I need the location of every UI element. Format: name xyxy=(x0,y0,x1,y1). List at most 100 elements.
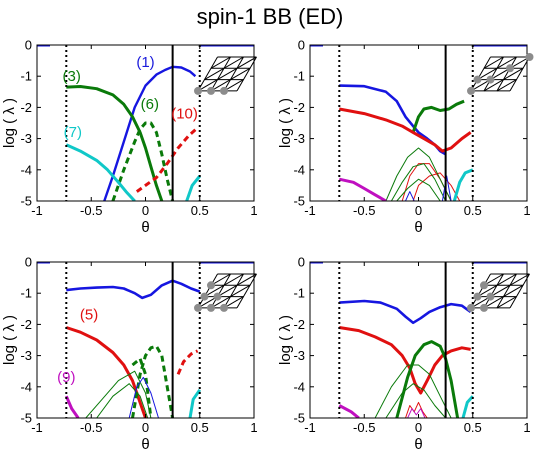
y-tick-label: -5 xyxy=(293,411,305,426)
y-tick-label: -1 xyxy=(293,286,305,301)
series-line xyxy=(396,178,441,201)
y-tick-label: -1 xyxy=(20,69,32,84)
lattice-site xyxy=(220,86,228,95)
lattice-site xyxy=(486,292,495,301)
plot-area xyxy=(37,262,254,418)
lattice-site xyxy=(207,303,215,312)
series-line xyxy=(66,85,164,201)
lattice-bond xyxy=(230,67,251,81)
plot-area xyxy=(37,45,254,201)
series-line xyxy=(65,143,136,201)
lattice-bond xyxy=(236,273,257,309)
x-tick-label: 0.5 xyxy=(464,203,482,218)
x-tick-label: 1 xyxy=(250,203,257,218)
x-tick-label: -1 xyxy=(31,203,43,218)
plot-area xyxy=(310,262,527,418)
lattice-inset xyxy=(467,273,530,312)
lattice-bond xyxy=(236,56,257,69)
series-line xyxy=(452,168,474,201)
lattice-bond xyxy=(483,79,504,92)
series-line xyxy=(85,370,152,418)
lattice-bond xyxy=(210,56,231,69)
x-tick-label: -0.5 xyxy=(80,420,102,435)
lattice-bond xyxy=(496,273,517,309)
lattice-site xyxy=(467,303,475,312)
series-line xyxy=(395,340,460,418)
y-tick-label: -2 xyxy=(20,317,32,332)
lattice-bond xyxy=(483,56,504,92)
lattice-site xyxy=(480,303,488,312)
x-axis-label: θ xyxy=(414,219,422,236)
lattice-site xyxy=(525,53,534,61)
series-line xyxy=(131,357,153,418)
lattice-bond xyxy=(509,273,530,286)
lattice-bond xyxy=(197,56,218,92)
figure-title: spin-1 BB (ED) xyxy=(196,4,344,29)
lattice-site xyxy=(506,64,514,73)
series-line xyxy=(128,376,159,418)
lattice-inset xyxy=(194,56,257,95)
lattice-bond xyxy=(496,296,517,309)
lattice-bond xyxy=(509,273,530,309)
x-tick-label: -1 xyxy=(304,420,316,435)
series-line xyxy=(135,126,199,193)
series-line xyxy=(66,279,201,300)
series-annotation: (6) xyxy=(141,96,159,113)
y-axis-label: log ( λ ) xyxy=(277,315,294,365)
x-tick-label: 0.5 xyxy=(464,420,482,435)
lattice-bond xyxy=(217,67,238,81)
lattice-bond xyxy=(204,67,225,81)
lattice-inset xyxy=(467,53,534,95)
x-tick-label: -1 xyxy=(31,420,43,435)
lattice-bond xyxy=(483,56,504,69)
series-line xyxy=(385,383,446,418)
y-tick-label: -1 xyxy=(20,286,32,301)
lattice-site xyxy=(200,292,209,301)
x-tick-label: 1 xyxy=(523,420,530,435)
x-axis-label: θ xyxy=(141,436,149,453)
series-line xyxy=(407,408,426,418)
y-axis-label: log ( λ ) xyxy=(1,315,18,365)
series-line xyxy=(385,147,452,201)
series-line xyxy=(339,326,471,395)
lattice-bond xyxy=(197,273,218,309)
lattice-bond xyxy=(496,56,517,92)
lattice-bond xyxy=(223,273,244,286)
x-tick-label: 0 xyxy=(415,203,422,218)
y-tick-label: 0 xyxy=(298,38,305,53)
lattice-site xyxy=(207,86,215,95)
x-tick-label: -0.5 xyxy=(80,203,102,218)
series-line xyxy=(176,349,199,375)
lattice-inset xyxy=(194,273,257,312)
y-tick-label: -4 xyxy=(20,162,32,177)
panel-top-left: -1 -0.5 0 0.5 1 0 -1 -2 -3 -4 -5 θ log ( λ ) (1) (3) (6… xyxy=(1,38,258,237)
lattice-bond xyxy=(223,56,244,92)
x-tick-label: 1 xyxy=(250,420,257,435)
y-tick-label: -5 xyxy=(20,194,32,209)
lattice-bond xyxy=(470,56,491,92)
panel-top-right: -1 -0.5 0 0.5 1 0 -1 -2 -3 -4 -5 θ log ( λ ) xyxy=(277,38,534,236)
lattice-bond xyxy=(210,56,231,92)
lattice-site xyxy=(486,75,495,84)
lattice-bond xyxy=(230,284,251,298)
plot-area xyxy=(310,45,527,201)
series-line xyxy=(339,299,472,325)
x-axis-label: θ xyxy=(141,219,149,236)
series-line xyxy=(64,395,80,418)
lattice-site xyxy=(207,281,215,290)
y-tick-label: -3 xyxy=(20,348,32,363)
y-tick-label: -2 xyxy=(293,317,305,332)
series-line xyxy=(96,383,149,418)
series-line xyxy=(339,84,447,156)
x-tick-label: 0 xyxy=(415,420,422,435)
lattice-bond xyxy=(496,273,517,286)
series-line xyxy=(461,395,474,418)
y-tick-label: -5 xyxy=(293,194,305,209)
y-tick-label: 0 xyxy=(298,255,305,270)
x-tick-label: -0.5 xyxy=(353,420,375,435)
series-line xyxy=(111,121,175,201)
lattice-bond xyxy=(509,56,530,92)
x-tick-label: 0.5 xyxy=(191,420,209,435)
x-tick-label: 1 xyxy=(523,203,530,218)
series-annotation: (3) xyxy=(63,68,81,85)
